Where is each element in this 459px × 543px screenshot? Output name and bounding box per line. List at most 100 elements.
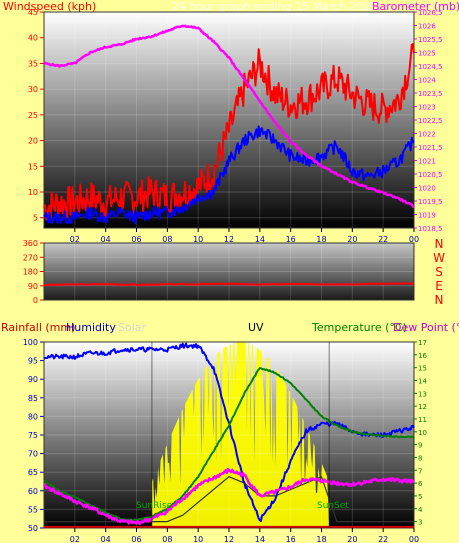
x-tick-label: 18 xyxy=(316,235,326,244)
y2-tick-label: 11 xyxy=(418,416,427,424)
y-tick-label: 60 xyxy=(28,487,38,496)
y2-tick-label: 1024,5 xyxy=(418,63,443,71)
y2-tick-label: 1019 xyxy=(418,212,436,220)
y-tick-label: 100 xyxy=(23,338,38,347)
compass-letter: S xyxy=(435,265,443,279)
x-tick-label: 00 xyxy=(409,535,419,543)
uv-label: UV xyxy=(248,321,264,334)
y-tick-label: 10 xyxy=(28,188,38,197)
x-tick-label: 08 xyxy=(162,235,172,244)
solar-label: Solar xyxy=(118,321,147,334)
rainfall-label: Rainfall (mm) xyxy=(1,321,75,334)
y2-tick-label: 4 xyxy=(418,506,423,514)
y2-tick-label: 8 xyxy=(418,454,422,462)
climate-chart-x-axis: 02 04 06 08 10 12 14 16 18 20 22 00 xyxy=(70,528,419,543)
y-tick-label: 40 xyxy=(28,34,38,43)
top-chart-x-axis: 02 04 06 08 10 12 14 16 18 20 22 00 xyxy=(70,228,419,244)
y2-tick-label: 17 xyxy=(418,339,427,347)
top-chart-subtitle: 24 hour graph ending 15 March 2022 xyxy=(172,0,378,13)
y-tick-label: 65 xyxy=(28,468,38,477)
y2-tick-label: 3 xyxy=(418,519,422,527)
y2-tick-label: 1021 xyxy=(418,158,436,166)
compass-letter: W xyxy=(433,251,445,265)
y2-tick-label: 1025 xyxy=(418,50,436,58)
sunset-annotation: SunSet xyxy=(317,501,349,511)
y2-tick-label: 13 xyxy=(418,390,427,398)
y2-tick-label: 1026 xyxy=(418,23,436,31)
y-tick-label: 0 xyxy=(33,296,38,305)
x-tick-label: 04 xyxy=(101,535,111,543)
x-tick-label: 22 xyxy=(378,235,388,244)
x-tick-label: 00 xyxy=(409,235,419,244)
y2-tick-label: 1022,5 xyxy=(418,117,443,125)
y-tick-label: 95 xyxy=(28,357,38,366)
x-tick-label: 14 xyxy=(255,235,265,244)
x-tick-label: 06 xyxy=(131,235,141,244)
y2-tick-label: 1023,5 xyxy=(418,90,443,98)
top-chart: Windspeed (kph) 24 hour graph ending 15 … xyxy=(3,0,459,244)
y2-tick-label: 1024 xyxy=(418,77,436,85)
y2-tick-label: 15 xyxy=(418,365,427,373)
x-tick-label: 16 xyxy=(286,535,296,543)
x-tick-label: 12 xyxy=(224,235,234,244)
uv-line xyxy=(44,476,414,523)
y-tick-label: 45 xyxy=(28,8,38,17)
direction-chart-gridlines xyxy=(43,242,415,301)
sunrise-annotation: SunRise xyxy=(136,501,173,511)
y-tick-label: 5 xyxy=(33,214,38,223)
y2-tick-label: 1025,5 xyxy=(418,36,443,44)
y-tick-label: 70 xyxy=(28,450,38,459)
climate-chart-y-axis-left: 50 55 60 65 70 75 80 85 90 95 100 xyxy=(23,338,44,533)
x-tick-label: 06 xyxy=(131,535,141,543)
top-chart-series xyxy=(43,24,415,225)
x-tick-label: 20 xyxy=(347,535,357,543)
barometer-line xyxy=(43,24,415,208)
y2-tick-label: 14 xyxy=(418,377,427,385)
x-tick-label: 10 xyxy=(193,535,203,543)
y2-tick-label: 1020,5 xyxy=(418,171,443,179)
y2-tick-label: 1019,5 xyxy=(418,198,443,206)
temperature-line xyxy=(43,367,415,522)
y2-tick-label: 1023 xyxy=(418,104,436,112)
y-tick-label: 80 xyxy=(28,412,38,421)
top-chart-left-label: Windspeed (kph) xyxy=(3,0,96,13)
compass-letter: N xyxy=(435,293,444,307)
gust-line xyxy=(43,125,415,225)
y2-tick-label: 16 xyxy=(418,352,427,360)
y-tick-label: 15 xyxy=(28,162,38,171)
direction-chart-y-axis: 0 90 180 270 360 xyxy=(23,239,44,305)
x-tick-label: 14 xyxy=(255,535,265,543)
humidity-label: Humidity xyxy=(66,321,116,334)
direction-chart-series xyxy=(44,282,414,287)
x-tick-label: 10 xyxy=(193,235,203,244)
wind-direction-line xyxy=(44,282,414,287)
top-chart-y-axis-left: 5 10 15 20 25 30 35 40 45 xyxy=(28,8,44,223)
y-tick-label: 30 xyxy=(28,85,38,94)
x-tick-label: 04 xyxy=(101,235,111,244)
y2-tick-label: 1018,5 xyxy=(418,225,443,233)
y-tick-label: 75 xyxy=(28,431,38,440)
y2-tick-label: 5 xyxy=(418,493,422,501)
y-tick-label: 360 xyxy=(23,239,38,248)
climate-chart: Rainfall (mm) Humidity Solar UV Temperat… xyxy=(1,321,459,543)
y2-tick-label: 1026,5 xyxy=(418,9,443,17)
windspeed-line xyxy=(43,43,415,221)
y-tick-label: 55 xyxy=(28,505,38,514)
x-tick-label: 02 xyxy=(70,235,80,244)
temperature-label: Temperature (°C) xyxy=(311,321,407,334)
y-tick-label: 35 xyxy=(28,59,38,68)
plot-frame xyxy=(43,242,415,301)
y-tick-label: 270 xyxy=(23,253,38,262)
y2-tick-label: 9 xyxy=(418,442,422,450)
direction-chart-plot-bg xyxy=(44,243,414,300)
y-tick-label: 90 xyxy=(28,375,38,384)
x-tick-label: 02 xyxy=(70,535,80,543)
y-tick-label: 25 xyxy=(28,111,38,120)
climate-chart-y-axis-right: 3 4 5 6 7 8 9 10 11 12 13 14 15 16 17 xyxy=(414,339,427,527)
x-tick-label: 08 xyxy=(162,535,172,543)
solar-area xyxy=(151,342,330,528)
top-chart-right-label: Barometer (mb) xyxy=(372,0,459,13)
x-tick-label: 12 xyxy=(224,535,234,543)
